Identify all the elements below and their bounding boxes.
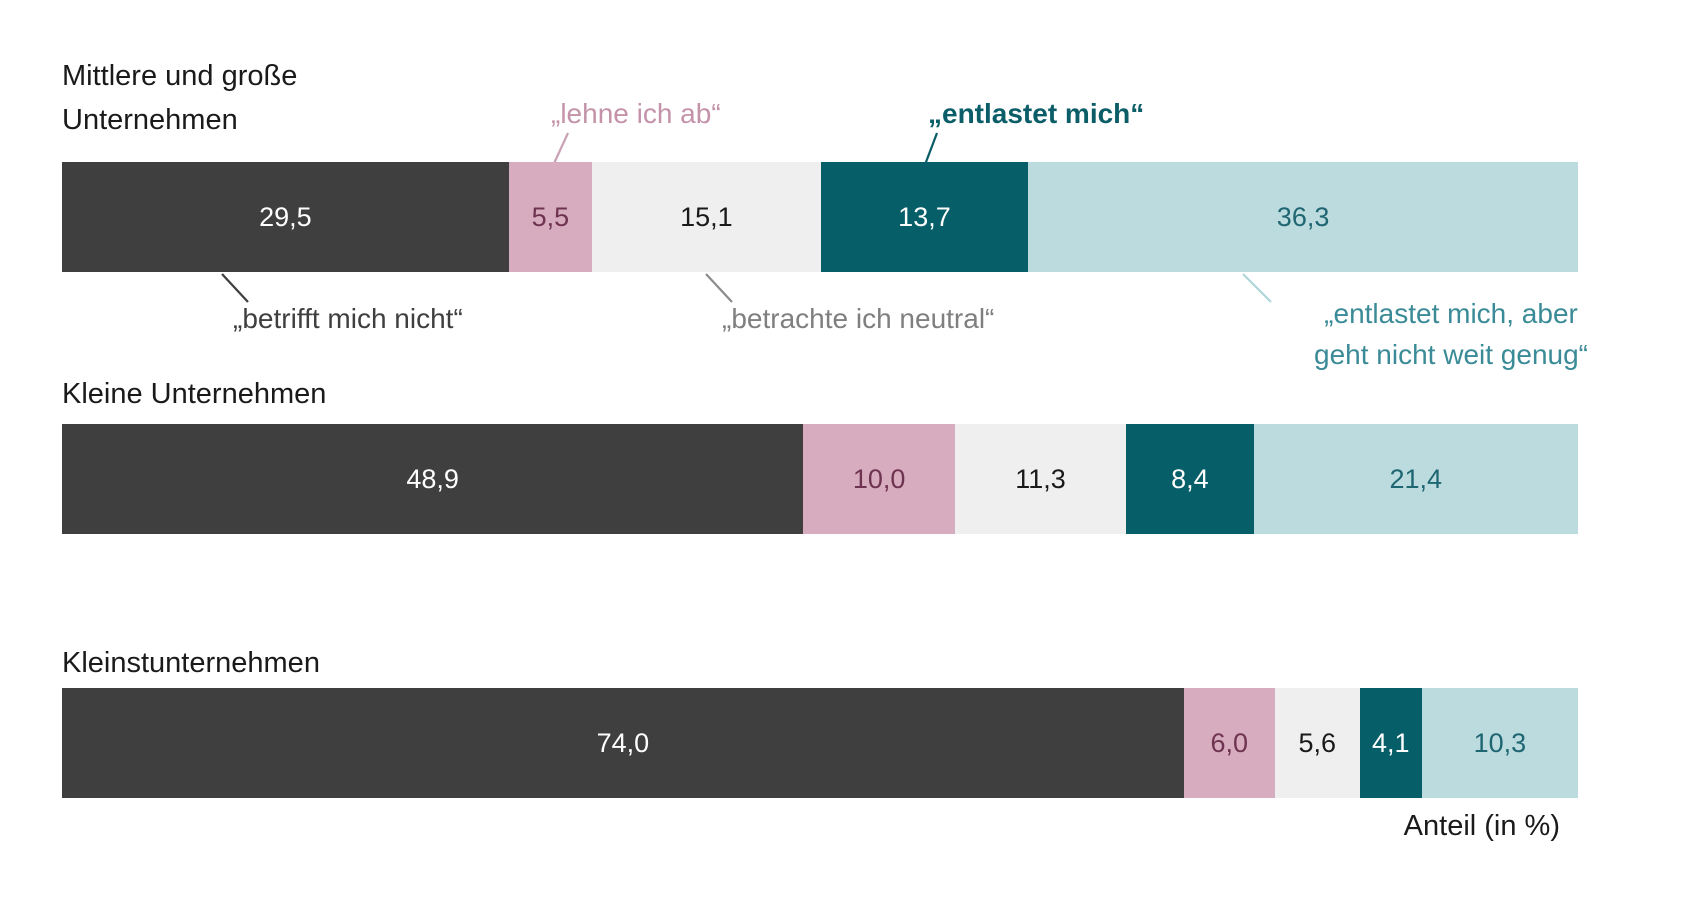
callout-label-entlastet-aber-line1: „entlastet mich, aber [1324, 298, 1578, 329]
segment-value-label: 48,9 [406, 463, 459, 494]
bar-mittlere-und-grosse-unternehmen: 29,5 5,5 15,1 13,7 36,3 [62, 162, 1578, 272]
segment-value-label: 36,3 [1276, 201, 1330, 232]
bar-segment-betrachte-ich-neutral: 15,1 [592, 162, 821, 272]
segment-value-label: 6,0 [1210, 727, 1249, 758]
segment-value-label: 21,4 [1389, 463, 1443, 494]
segment-value-label: 5,5 [531, 201, 570, 232]
segment-value-label: 11,3 [1015, 463, 1066, 494]
segment-value-label: 10,3 [1473, 727, 1527, 758]
callout-label-entlastet-aber-geht-nicht-weit-genug: „entlastet mich, aber geht nicht weit ge… [1314, 293, 1588, 375]
bar-segment-entlastet-mich-aber-geht-nicht-weit-genug: 36,3 [1028, 162, 1578, 272]
row-title-kleinstunternehmen: Kleinstunternehmen [62, 647, 320, 679]
bar-segment-betrachte-ich-neutral: 11,3 [954, 424, 1127, 534]
bar-segment-betrifft-mich-nicht: 48,9 [62, 424, 804, 534]
axis-unit-label: Anteil (in %) [1403, 810, 1560, 842]
callout-label-betrifft-mich-nicht: „betrifft mich nicht“ [233, 303, 463, 334]
row-title-mittlere-und-grosse-unternehmen: Mittlere und große Unternehmen [62, 60, 298, 136]
bar-kleinstunternehmen: 74,0 6,0 5,6 4,1 10,3 [62, 688, 1578, 798]
segment-value-label: 4,1 [1371, 727, 1410, 758]
bar-segment-betrifft-mich-nicht: 74,0 [62, 688, 1184, 798]
row-title-kleine-unternehmen: Kleine Unternehmen [62, 378, 327, 410]
callout-label-entlastet-aber-line2: geht nicht weit genug“ [1314, 339, 1588, 370]
segment-value-label: 29,5 [259, 201, 312, 232]
bar-segment-entlastet-mich: 4,1 [1359, 688, 1422, 798]
callout-line-entlastet-aber [1242, 273, 1272, 303]
bar-segment-entlastet-mich-aber-geht-nicht-weit-genug: 21,4 [1253, 424, 1578, 534]
callout-line-betrachte-neutral [705, 273, 733, 303]
bar-segment-entlastet-mich-aber-geht-nicht-weit-genug: 10,3 [1421, 688, 1578, 798]
bar-segment-lehne-ich-ab: 10,0 [803, 424, 955, 534]
bar-segment-lehne-ich-ab: 5,5 [508, 162, 593, 272]
callout-line-betrifft-mich-nicht [221, 273, 249, 303]
callout-label-lehne-ich-ab: „lehne ich ab“ [551, 98, 721, 129]
bar-segment-betrifft-mich-nicht: 29,5 [62, 162, 509, 272]
segment-value-label: 10,0 [852, 463, 906, 494]
callout-label-entlastet-mich: „entlastet mich“ [928, 98, 1145, 129]
segment-value-label: 5,6 [1298, 727, 1336, 758]
segment-value-label: 15,1 [680, 201, 733, 232]
bar-segment-entlastet-mich: 13,7 [820, 162, 1029, 272]
segment-value-label: 13,7 [898, 201, 951, 232]
bar-segment-entlastet-mich: 8,4 [1126, 424, 1254, 534]
callout-label-betrachte-ich-neutral: „betrachte ich neutral“ [722, 303, 995, 334]
segment-value-label: 74,0 [596, 727, 650, 758]
bar-segment-lehne-ich-ab: 6,0 [1183, 688, 1275, 798]
bar-segment-betrachte-ich-neutral: 5,6 [1274, 688, 1360, 798]
bar-kleine-unternehmen: 48,9 10,0 11,3 8,4 21,4 [62, 424, 1578, 534]
segment-value-label: 8,4 [1171, 463, 1209, 494]
